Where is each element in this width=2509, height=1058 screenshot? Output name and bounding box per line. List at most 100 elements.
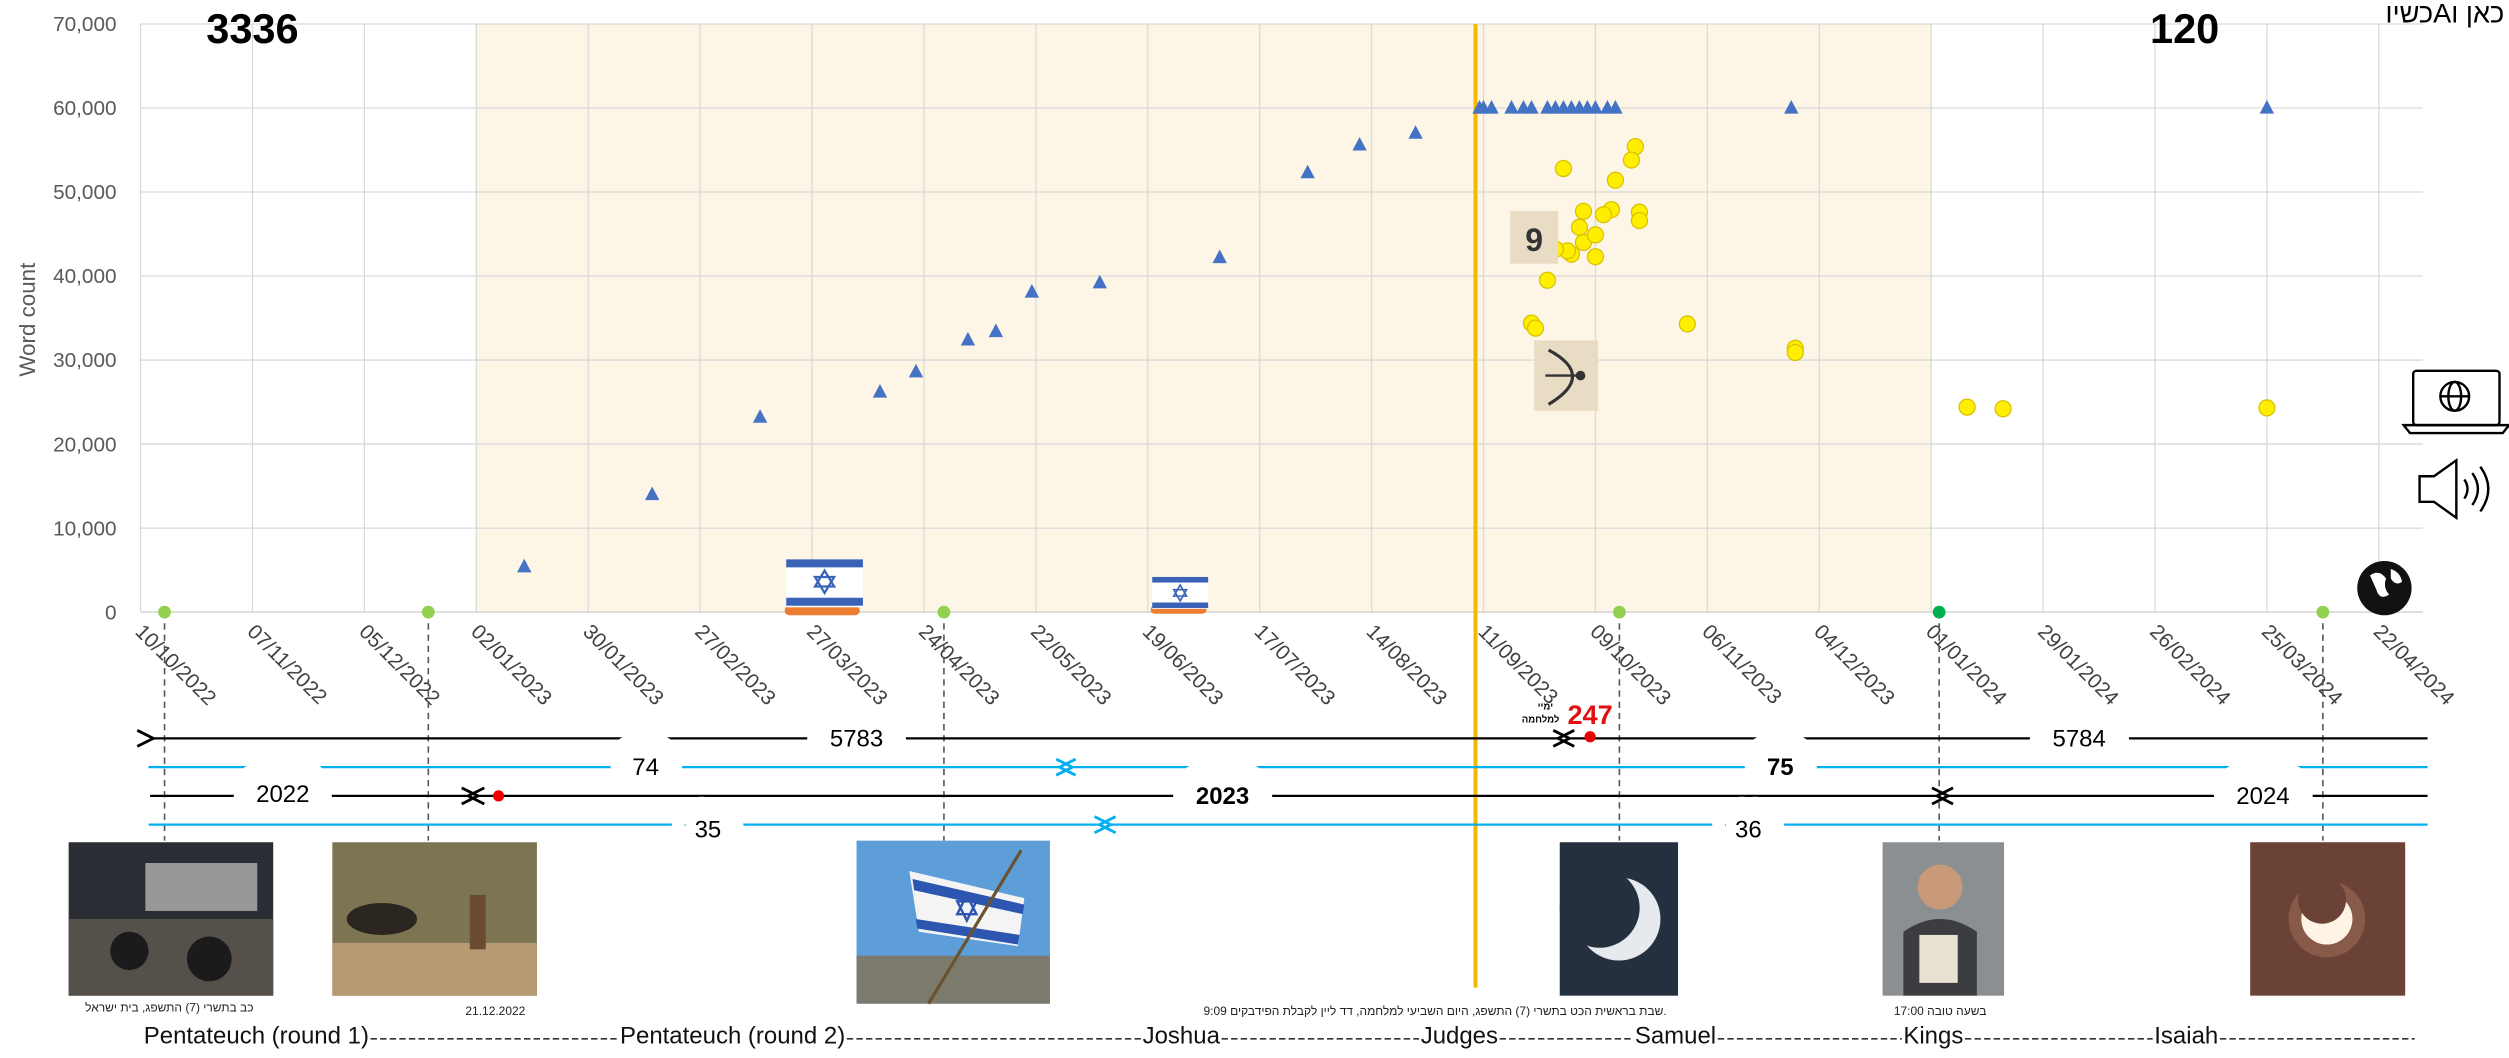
flag-image bbox=[1150, 576, 1209, 614]
y-tick-label: 70,000 bbox=[53, 13, 117, 36]
data-point bbox=[1678, 315, 1696, 333]
data-point bbox=[872, 383, 888, 398]
x-tick-label: 14/08/2023 bbox=[1362, 620, 1452, 710]
data-point bbox=[1588, 100, 1603, 114]
data-point bbox=[1932, 605, 1946, 619]
photo bbox=[332, 842, 537, 996]
data-point bbox=[1994, 400, 2012, 418]
globe-icon bbox=[2357, 560, 2412, 616]
timeline-label: 2022 bbox=[256, 781, 309, 808]
shaded-range bbox=[476, 23, 1932, 613]
annotation: כשיוAכאן ו bbox=[2386, 0, 2505, 28]
digit-image: 9 bbox=[1510, 210, 1559, 264]
marker-dot bbox=[492, 790, 505, 802]
speaker-icon bbox=[2418, 457, 2490, 521]
data-point bbox=[937, 605, 951, 619]
y-tick-label: 10,000 bbox=[53, 517, 117, 540]
book-label: Judges bbox=[1421, 1023, 1498, 1050]
data-point bbox=[1024, 284, 1040, 298]
laptop-icon bbox=[2401, 369, 2509, 435]
timeline-label: 36 bbox=[1735, 816, 1762, 843]
data-point bbox=[1570, 218, 1589, 236]
photo bbox=[2250, 842, 2406, 996]
x-tick-label: 17/07/2023 bbox=[1250, 620, 1340, 710]
timeline-label: 5783 bbox=[830, 725, 883, 752]
x-tick-label: 22/04/2024 bbox=[2369, 620, 2459, 710]
plot: 0 10,000 20,000 30,000 40,000 50,000 60,000 70,… bbox=[53, 13, 2459, 988]
x-tick-label: 29/01/2024 bbox=[2033, 620, 2123, 710]
photo-caption: 17:00 בשעה טובה bbox=[1894, 1004, 1986, 1018]
data-point bbox=[2258, 399, 2276, 417]
data-point bbox=[1212, 249, 1227, 264]
marker-dot bbox=[1584, 731, 1596, 743]
y-tick-label: 60,000 bbox=[53, 97, 117, 120]
data-point bbox=[1504, 100, 1519, 114]
x-tick-label: 05/12/2022 bbox=[354, 620, 444, 710]
war-days-label: למלחמה bbox=[1522, 714, 1560, 725]
book-label: Isaiah bbox=[2154, 1023, 2218, 1050]
data-point bbox=[1586, 226, 1605, 244]
book-label: Pentateuch (round 1) bbox=[144, 1023, 369, 1050]
photo bbox=[856, 840, 1050, 1005]
y-tick-label: 0 bbox=[105, 601, 117, 624]
x-tick-label: 26/02/2024 bbox=[2145, 620, 2235, 710]
bow-image bbox=[1534, 340, 1599, 411]
x-tick-label: 07/11/2022 bbox=[243, 620, 332, 709]
x-tick-label: 25/03/2024 bbox=[2257, 620, 2347, 710]
data-point bbox=[1300, 164, 1315, 179]
data-point bbox=[1408, 125, 1423, 139]
y-tick-label: 30,000 bbox=[53, 349, 117, 372]
data-point bbox=[1622, 151, 1641, 169]
data-point bbox=[1594, 206, 1613, 224]
book-label: Joshua bbox=[1143, 1023, 1221, 1050]
data-point bbox=[1554, 159, 1573, 178]
timeline: 5783 5784 247 ימיי למלחמה 74 75 2022 202… bbox=[149, 699, 2428, 867]
data-point bbox=[644, 486, 660, 501]
timeline-label: 74 bbox=[632, 754, 659, 781]
x-tick-label: 30/01/2023 bbox=[578, 620, 668, 710]
x-tick-label: 27/03/2023 bbox=[802, 620, 892, 710]
photo bbox=[68, 842, 274, 996]
data-point bbox=[158, 605, 171, 619]
data-point bbox=[1092, 274, 1108, 289]
y-tick-label: 40,000 bbox=[53, 265, 117, 288]
x-tick-label: 19/06/2023 bbox=[1138, 620, 1228, 710]
x-tick-label: 22/05/2023 bbox=[1026, 620, 1116, 710]
data-point bbox=[1958, 398, 1976, 416]
x-tick-label: 27/02/2023 bbox=[690, 620, 780, 710]
data-point bbox=[1484, 100, 1499, 114]
data-point bbox=[1524, 100, 1539, 114]
data-point bbox=[1786, 343, 1804, 362]
y-tick-label: 20,000 bbox=[53, 433, 117, 456]
photo bbox=[1882, 842, 2005, 996]
data-point bbox=[1630, 211, 1649, 230]
data-point bbox=[1613, 605, 1626, 619]
timeline-label: 2024 bbox=[2236, 783, 2289, 810]
data-point bbox=[1586, 248, 1605, 266]
war-days-label: ימיי bbox=[1538, 702, 1554, 713]
data-point bbox=[2259, 100, 2275, 114]
data-point bbox=[2316, 605, 2330, 619]
timeline-label: 5784 bbox=[2053, 725, 2106, 752]
x-tick-label: 24/04/2023 bbox=[914, 620, 1004, 710]
data-point bbox=[517, 558, 532, 573]
data-point bbox=[1574, 202, 1593, 220]
x-tick-label: 04/12/2023 bbox=[1809, 620, 1899, 710]
data-point bbox=[1784, 100, 1799, 114]
data-point bbox=[1538, 271, 1557, 289]
data-point bbox=[1608, 100, 1623, 114]
timeline-label: 2023 bbox=[1196, 783, 1249, 810]
x-tick-label: 09/10/2023 bbox=[1585, 620, 1675, 710]
book-label: Kings bbox=[1903, 1023, 1963, 1050]
y-axis-label: Word count bbox=[15, 262, 40, 377]
x-tick-label: 02/01/2023 bbox=[466, 620, 556, 710]
photo-caption: 21.12.2022 bbox=[465, 1004, 525, 1018]
x-tick-label: 10/10/2022 bbox=[131, 620, 221, 710]
book-label: Samuel bbox=[1635, 1023, 1716, 1050]
war-days: 247 bbox=[1567, 699, 1612, 730]
data-point bbox=[960, 331, 976, 346]
book-label: Pentateuch (round 2) bbox=[620, 1023, 845, 1050]
photo-caption: 9:09 שבת בראשית הכט בתשרי (7) התשפג, היו… bbox=[1204, 1004, 1667, 1018]
